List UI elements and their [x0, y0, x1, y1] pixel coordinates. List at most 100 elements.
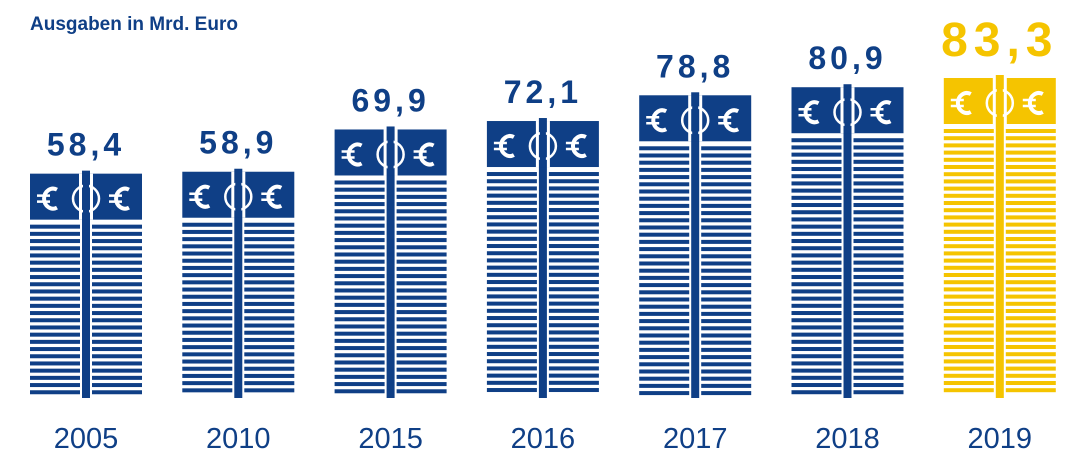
- bar-stripe: [639, 297, 689, 301]
- bar-stripe: [792, 138, 842, 142]
- bar-stripe: [854, 203, 904, 207]
- bar-stripe: [639, 146, 689, 150]
- bar-stripe: [92, 376, 142, 380]
- bar-stripe: [549, 388, 599, 392]
- bar-stripe: [792, 347, 842, 351]
- bar-stripe: [244, 388, 294, 392]
- bar-stripe: [944, 388, 994, 392]
- bar-stripe: [487, 330, 537, 334]
- bar-stripe: [244, 374, 294, 378]
- bar-stripe: [639, 362, 689, 366]
- bar-stripe: [1006, 323, 1056, 327]
- bar-stripe: [549, 287, 599, 291]
- bar-stripe: [487, 345, 537, 349]
- bar-stripe: [1006, 388, 1056, 392]
- bar-stripe: [1006, 331, 1056, 335]
- bar-stripe: [487, 302, 537, 306]
- bar-stripe: [792, 189, 842, 193]
- bar-stripe: [549, 179, 599, 183]
- bar-stripe: [854, 232, 904, 236]
- bar-stripe: [944, 273, 994, 277]
- bar-stripe: [335, 353, 385, 357]
- bar-stripe: [701, 333, 751, 337]
- bar-stripe: [397, 382, 447, 386]
- bar-center: [692, 97, 698, 141]
- bar-stripe: [549, 215, 599, 219]
- value-label: 58,4: [47, 127, 125, 163]
- bar-stripe: [487, 316, 537, 320]
- bar-stripe: [335, 332, 385, 336]
- bar-stripe: [549, 194, 599, 198]
- bar-stripe: [792, 297, 842, 301]
- bar-stripe: [639, 319, 689, 323]
- bar-stripe: [397, 288, 447, 292]
- bar-stripe: [549, 186, 599, 190]
- bar-stripe: [944, 230, 994, 234]
- bar-stripe: [944, 237, 994, 241]
- bar-stripe: [487, 179, 537, 183]
- bar-stripe: [1006, 338, 1056, 342]
- bar-stripe: [92, 318, 142, 322]
- bar-stripe: [854, 304, 904, 308]
- bar-stripe: [792, 153, 842, 157]
- bar-stripe: [701, 168, 751, 172]
- bar-stripe: [487, 186, 537, 190]
- bar-stripe: [335, 288, 385, 292]
- bar-stripe: [639, 161, 689, 165]
- bar: [487, 118, 599, 398]
- bar-stripe: [639, 355, 689, 359]
- bar-stripe: [549, 366, 599, 370]
- bar-stripe: [1006, 316, 1056, 320]
- bar-stripe: [30, 253, 80, 257]
- bar-stripe: [92, 225, 142, 229]
- bar-stripe: [335, 252, 385, 256]
- bar-stripe: [854, 253, 904, 257]
- bar-stripe: [92, 253, 142, 257]
- bar-stripe: [1006, 374, 1056, 378]
- bar-stripe: [487, 194, 537, 198]
- bar-stripe: [854, 333, 904, 337]
- x-tick-label: 2005: [54, 423, 119, 455]
- bar-stripe: [549, 258, 599, 262]
- bar-stripe: [701, 233, 751, 237]
- value-label: 69,9: [351, 82, 429, 118]
- bar-stripe: [1006, 273, 1056, 277]
- bar-stripe: [639, 290, 689, 294]
- bar-stripe: [639, 211, 689, 215]
- bar-stripe: [92, 361, 142, 365]
- bar-stripe: [854, 297, 904, 301]
- bar-stripe: [944, 208, 994, 212]
- bar: [944, 75, 1056, 398]
- bar-stripe: [182, 244, 232, 248]
- bar-stripe: [701, 247, 751, 251]
- bar-stripe: [944, 165, 994, 169]
- bar-stripe: [335, 231, 385, 235]
- bar-stripe: [854, 376, 904, 380]
- bar-stripe: [397, 188, 447, 192]
- bar-stripe: [397, 245, 447, 249]
- bar-stripe: [701, 362, 751, 366]
- bar-stripe: [397, 317, 447, 321]
- bar-stripe: [701, 261, 751, 265]
- bar-stripe: [92, 390, 142, 394]
- bar-stripe: [335, 382, 385, 386]
- bar-stripe: [397, 252, 447, 256]
- bar-stripe: [397, 346, 447, 350]
- bar-stripe: [792, 196, 842, 200]
- bar-stripe: [182, 352, 232, 356]
- bar-center: [540, 123, 546, 167]
- bar-stripe: [639, 305, 689, 309]
- bar-stripe: [397, 332, 447, 336]
- bar-stripe: [549, 359, 599, 363]
- bar-stripe: [244, 259, 294, 263]
- bar-stripe: [701, 384, 751, 388]
- bar-stripe: [639, 269, 689, 273]
- bar-stripe: [792, 181, 842, 185]
- bar-stripe: [1006, 381, 1056, 385]
- bar-stripe: [549, 345, 599, 349]
- bar: [792, 84, 904, 398]
- bar-stripe: [30, 354, 80, 358]
- bar-stripe: [244, 302, 294, 306]
- bar-stripe: [487, 352, 537, 356]
- bar-stripe: [335, 310, 385, 314]
